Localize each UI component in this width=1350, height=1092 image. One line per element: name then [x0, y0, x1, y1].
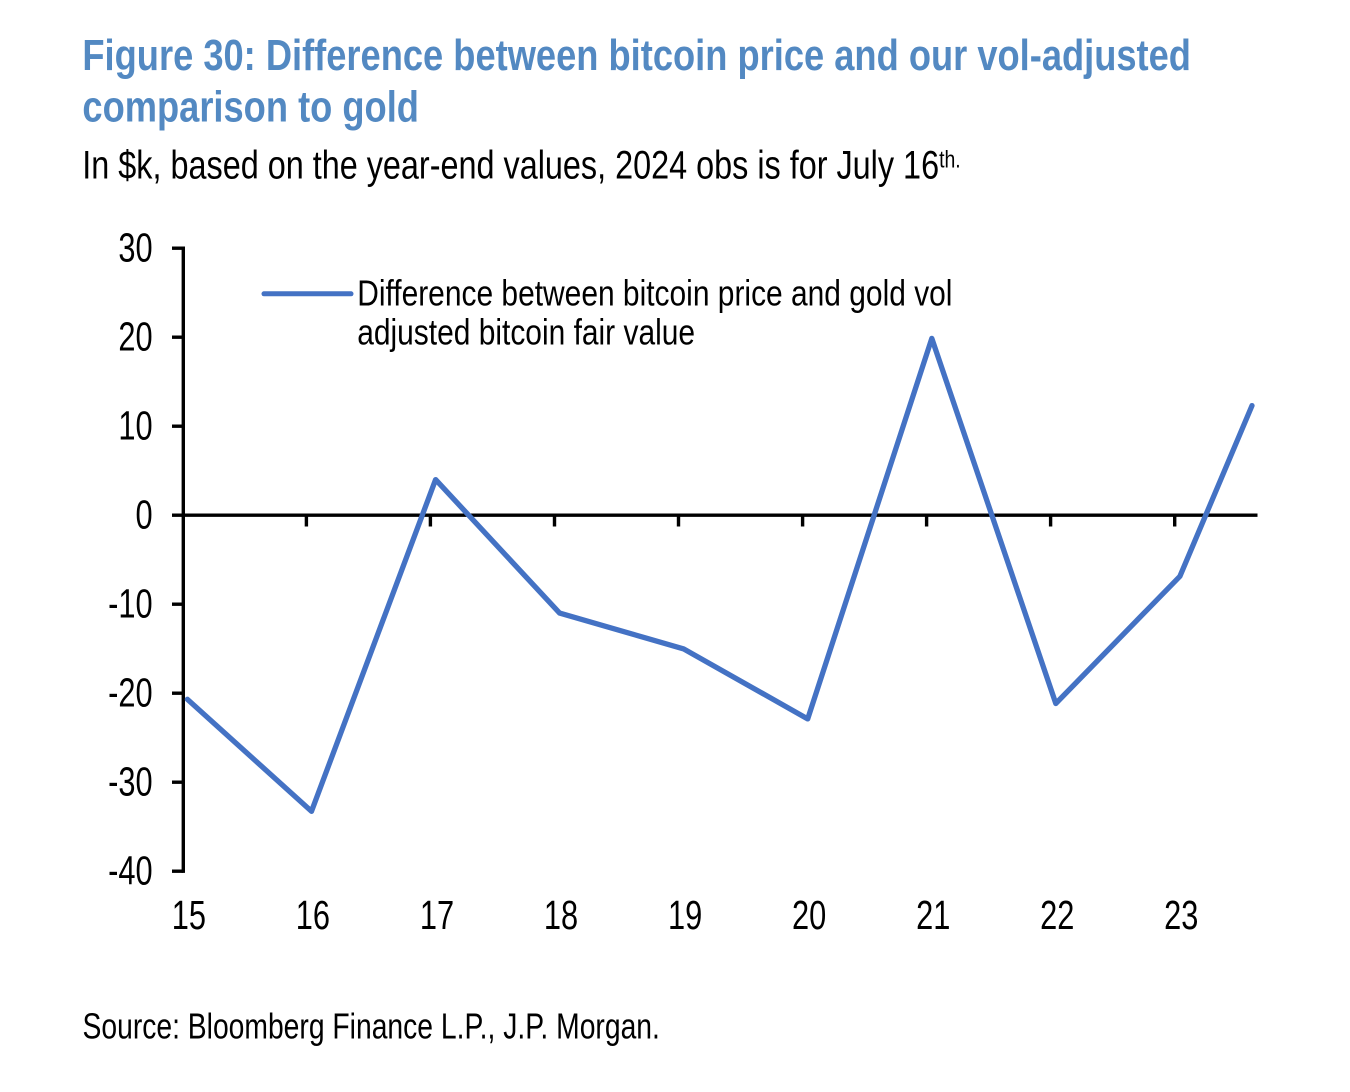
svg-text:Source: Bloomberg Finance L.P.: Source: Bloomberg Finance L.P., J.P. Mor…: [83, 1005, 660, 1046]
svg-text:20: 20: [118, 313, 152, 359]
svg-text:21: 21: [916, 892, 950, 938]
svg-text:17: 17: [420, 892, 454, 938]
svg-text:-40: -40: [108, 847, 152, 893]
svg-text:19: 19: [668, 892, 702, 938]
svg-text:Difference between bitcoin pri: Difference between bitcoin price and gol…: [357, 274, 952, 314]
svg-text:23: 23: [1164, 892, 1198, 938]
svg-text:Figure 30: Difference between: Figure 30: Difference between bitcoin pr…: [82, 32, 1191, 80]
svg-text:comparison to gold: comparison to gold: [82, 84, 419, 132]
svg-text:22: 22: [1040, 892, 1074, 938]
svg-text:10: 10: [118, 402, 152, 448]
svg-text:15: 15: [172, 892, 206, 938]
svg-text:-30: -30: [108, 758, 152, 804]
svg-text:-10: -10: [108, 580, 152, 626]
svg-text:30: 30: [118, 224, 152, 270]
svg-text:0: 0: [135, 491, 152, 537]
svg-text:In $k, based on the year-end v: In $k, based on the year-end values, 202…: [82, 142, 960, 187]
svg-text:20: 20: [792, 892, 826, 938]
svg-text:adjusted bitcoin fair value: adjusted bitcoin fair value: [357, 313, 695, 353]
svg-text:18: 18: [544, 892, 578, 938]
svg-text:-20: -20: [108, 669, 152, 715]
svg-text:16: 16: [296, 892, 330, 938]
